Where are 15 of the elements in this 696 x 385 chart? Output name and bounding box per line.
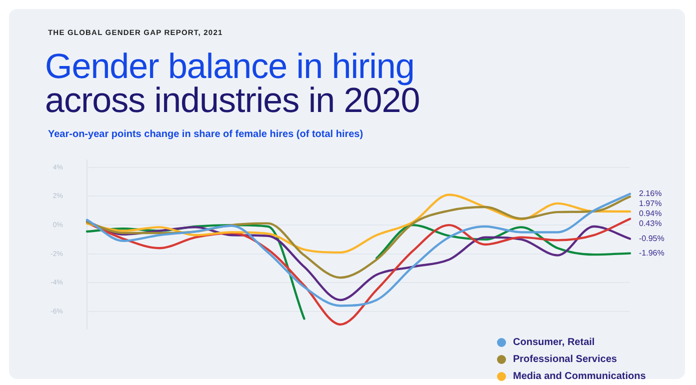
line-series (86, 195, 632, 279)
data-label: 1.97% (639, 198, 662, 208)
legend-label: Consumer, Retail (513, 337, 595, 348)
line-series (86, 220, 632, 301)
chart-title: Gender balance in hiring across industries in 2020 (45, 47, 420, 120)
legend-label: Professional Services (513, 354, 617, 365)
data-label: -1.96% (639, 248, 664, 258)
data-label: 2.16% (639, 188, 662, 198)
data-label: 0.43% (639, 218, 662, 228)
data-label: 0.94% (639, 208, 662, 218)
data-label: -0.95% (639, 234, 664, 243)
line-series (86, 192, 632, 307)
legend-label: Media and Communications (513, 371, 646, 382)
line-series (86, 193, 632, 254)
chart-subtitle: Year-on-year points change in share of female hires (of total hires) (48, 129, 364, 140)
